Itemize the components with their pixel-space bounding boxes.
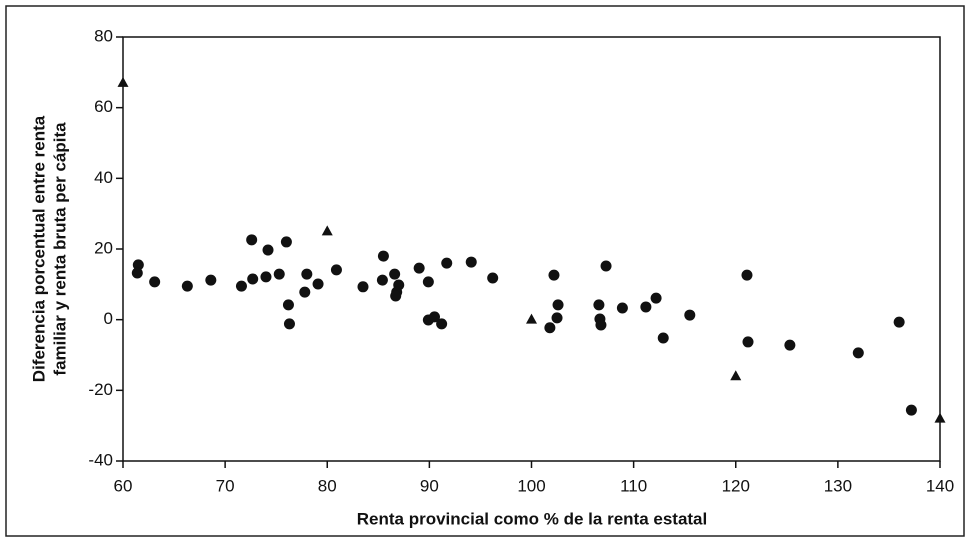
point [934,412,946,423]
point [312,278,324,290]
y-tick-label: 20 [94,238,113,257]
point [131,267,143,279]
point [684,309,696,321]
point [247,273,259,285]
point [551,312,563,324]
point [593,299,605,311]
x-axis-label: Renta provincial como % de la renta esta… [357,509,708,528]
x-tick-label: 70 [216,476,235,495]
point [282,299,294,311]
point [548,269,560,281]
point [600,260,612,272]
point [262,244,274,256]
y-tick-label: 80 [94,26,113,45]
point [441,257,453,269]
y-tick-label: 40 [94,168,113,187]
x-tick-label: 120 [722,476,750,495]
point [321,225,333,236]
point [428,311,440,323]
point [376,274,388,286]
point [205,274,217,286]
point [742,336,754,348]
x-tick-label: 110 [620,476,647,495]
point [465,256,477,268]
point [299,286,311,298]
point [526,313,537,324]
point [181,280,193,292]
x-tick-label: 90 [420,476,439,495]
point [273,268,285,280]
y-tick-label: 0 [104,309,113,328]
y-axis-label: Diferencia porcentual entre renta [29,115,48,382]
point [852,347,864,359]
point [905,404,917,416]
point [330,264,342,276]
point [280,236,292,248]
x-tick-label: 80 [318,476,337,495]
plot-area [122,36,941,462]
x-tick-label: 60 [114,476,133,495]
point [422,276,434,288]
point [616,302,628,314]
point [377,250,389,262]
point [235,280,247,292]
point [389,268,401,280]
x-tick-label: 130 [824,476,852,495]
frame [5,5,965,537]
point [650,292,662,304]
point [730,370,742,381]
point [149,276,161,288]
point [413,262,425,274]
point [741,269,753,281]
point [390,290,402,302]
x-tick-label: 100 [517,476,545,495]
point [357,281,369,293]
point [260,271,272,283]
point [246,234,258,246]
point [657,332,669,344]
y-tick-label: -20 [88,380,113,399]
point [544,322,556,334]
point [784,339,796,351]
y-tick-label: -40 [88,450,113,469]
y-tick-label: 60 [94,97,113,116]
point [117,76,129,87]
y-axis-label: familiar y renta bruta per cápita [50,122,69,376]
point [301,268,313,280]
point [552,299,564,311]
point [893,316,905,328]
point [595,319,607,331]
point [640,301,652,313]
point [132,259,144,271]
x-tick-label: 140 [926,476,954,495]
point [487,272,499,284]
point [436,318,448,330]
point [283,318,295,330]
